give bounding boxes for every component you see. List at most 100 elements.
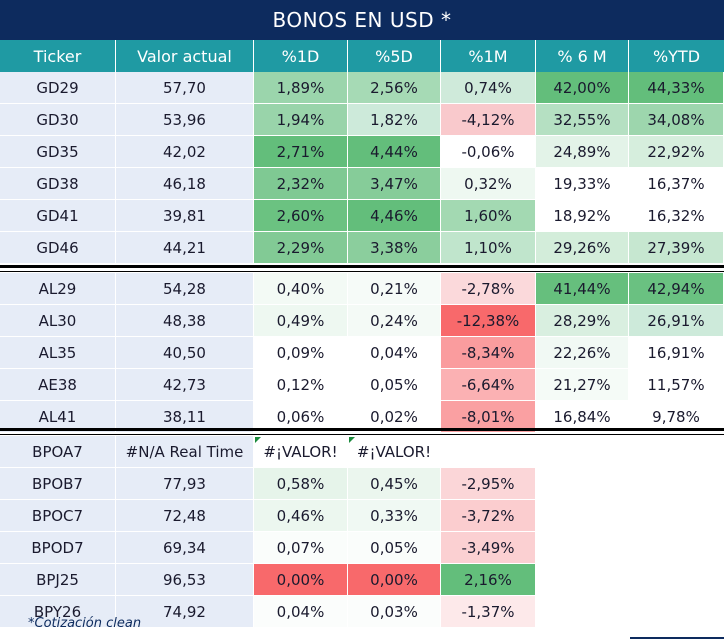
table-row: BPOC7 72,48 0,46% 0,33% -3,72% <box>0 500 724 532</box>
pct-1d-cell: 2,32% <box>254 168 348 200</box>
pct-5d-value: 0,02% <box>370 407 418 426</box>
table-row: AL29 54,28 0,40% 0,21% -2,78% 41,44% 42,94% <box>0 273 724 305</box>
header-row: Ticker Valor actual %1D %5D %1M % 6 M %Y… <box>0 40 724 72</box>
pct-6m-cell: 18,92% <box>536 200 629 232</box>
pct-6m-cell <box>536 500 629 532</box>
pct-5d-cell: 0,33% <box>348 500 441 532</box>
ticker-cell: BPOD7 <box>0 532 116 564</box>
pct-5d-value: 0,05% <box>370 375 418 394</box>
ticker-cell: BPOA7 <box>0 436 116 468</box>
pct-1m-value: 0,32% <box>464 174 512 193</box>
pct-6m-value: 28,29% <box>553 311 611 330</box>
pct-5d-cell: 3,47% <box>348 168 441 200</box>
table-title: BONOS EN USD * <box>0 0 724 40</box>
ticker-cell: GD35 <box>0 136 116 168</box>
pct-6m-value: 18,92% <box>553 206 611 225</box>
pct-ytd-value: 9,78% <box>652 407 700 426</box>
pct-ytd-value: 22,92% <box>647 142 705 161</box>
valor-actual-cell: 69,34 <box>116 532 254 564</box>
pct-5d-value: 0,05% <box>370 538 418 557</box>
pct-1m-cell: -6,64% <box>441 369 536 401</box>
pct-5d-value: 0,45% <box>370 474 418 493</box>
pct-5d-value: 1,82% <box>370 110 418 129</box>
pct-1m-value: -12,38% <box>456 311 520 330</box>
pct-6m-cell <box>536 436 629 468</box>
valor-actual-cell: 39,81 <box>116 200 254 232</box>
pct-5d-cell: 3,38% <box>348 232 441 264</box>
pct-1d-value: 0,06% <box>276 407 325 426</box>
pct-1m-cell: -3,72% <box>441 500 536 532</box>
header-5d: %5D <box>348 40 441 72</box>
pct-1m-value: -2,78% <box>461 279 515 298</box>
pct-5d-cell: 0,05% <box>348 532 441 564</box>
valor-actual-cell: 72,48 <box>116 500 254 532</box>
pct-1d-value: #¡VALOR! <box>263 442 338 461</box>
pct-1d-value: 0,40% <box>276 279 325 298</box>
pct-1m-cell: 1,60% <box>441 200 536 232</box>
table-row: BPJ25 96,53 0,00% 0,00% 2,16% <box>0 564 724 596</box>
pct-1d-value: 2,71% <box>276 142 325 161</box>
pct-6m-cell <box>536 564 629 596</box>
pct-5d-value: 0,00% <box>370 570 418 589</box>
group-rule <box>0 271 724 272</box>
valor-actual-cell: 38,11 <box>116 401 254 433</box>
pct-1m-cell: -8,01% <box>441 401 536 433</box>
pct-1d-cell: 0,00% <box>254 564 348 596</box>
pct-1m-cell: 0,74% <box>441 72 536 104</box>
pct-1d-value: 2,32% <box>276 174 325 193</box>
header-valor-actual: Valor actual <box>116 40 254 72</box>
pct-6m-cell: 32,55% <box>536 104 629 136</box>
pct-1m-value: 1,60% <box>464 206 512 225</box>
ticker-cell: BPOB7 <box>0 468 116 500</box>
pct-ytd-cell: 22,92% <box>629 136 724 168</box>
ticker-cell: AE38 <box>0 369 116 401</box>
pct-5d-cell: 1,82% <box>348 104 441 136</box>
pct-1m-cell: -2,78% <box>441 273 536 305</box>
table-row: GD46 44,21 2,29% 3,38% 1,10% 29,26% 27,39% <box>0 232 724 264</box>
table-row: GD30 53,96 1,94% 1,82% -4,12% 32,55% 34,08% <box>0 104 724 136</box>
table-row: BPY26 74,92 0,04% 0,03% -1,37% <box>0 596 724 628</box>
valor-actual-cell: 42,02 <box>116 136 254 168</box>
pct-ytd-cell <box>629 564 724 596</box>
table-row: AL35 40,50 0,09% 0,04% -8,34% 22,26% 16,91% <box>0 337 724 369</box>
pct-6m-cell: 28,29% <box>536 305 629 337</box>
pct-1d-value: 0,07% <box>276 538 325 557</box>
pct-5d-cell: 0,21% <box>348 273 441 305</box>
valor-actual-cell: 48,38 <box>116 305 254 337</box>
table-row: BPOB7 77,93 0,58% 0,45% -2,95% <box>0 468 724 500</box>
valor-actual-cell: 42,73 <box>116 369 254 401</box>
pct-ytd-cell: 9,78% <box>629 401 724 433</box>
pct-1m-cell: -8,34% <box>441 337 536 369</box>
pct-5d-value: 0,21% <box>370 279 418 298</box>
pct-1d-value: 0,09% <box>276 343 325 362</box>
pct-6m-value: 22,26% <box>553 343 611 362</box>
valor-actual-cell: 40,50 <box>116 337 254 369</box>
pct-ytd-value: 16,37% <box>647 174 705 193</box>
pct-5d-cell: 0,45% <box>348 468 441 500</box>
header-6m: % 6 M <box>536 40 629 72</box>
pct-1d-value: 2,29% <box>276 238 325 257</box>
pct-1m-value: -8,01% <box>461 407 515 426</box>
pct-1d-cell: 1,94% <box>254 104 348 136</box>
pct-1d-cell: 0,07% <box>254 532 348 564</box>
pct-ytd-value: 42,94% <box>647 279 705 298</box>
table-row: BPOD7 69,34 0,07% 0,05% -3,49% <box>0 532 724 564</box>
pct-ytd-value: 44,33% <box>647 78 705 97</box>
pct-1d-value: 0,46% <box>276 506 325 525</box>
pct-6m-value: 16,84% <box>553 407 611 426</box>
header-ticker: Ticker <box>0 40 116 72</box>
ticker-cell: GD38 <box>0 168 116 200</box>
table-row: GD35 42,02 2,71% 4,44% -0,06% 24,89% 22,92% <box>0 136 724 168</box>
pct-6m-cell: 41,44% <box>536 273 629 305</box>
pct-ytd-value: 16,32% <box>647 206 705 225</box>
pct-ytd-cell: 16,37% <box>629 168 724 200</box>
pct-ytd-cell: 44,33% <box>629 72 724 104</box>
table-row: GD38 46,18 2,32% 3,47% 0,32% 19,33% 16,37% <box>0 168 724 200</box>
ticker-cell: BPOC7 <box>0 500 116 532</box>
valor-actual-cell: 44,21 <box>116 232 254 264</box>
pct-1m-cell: -2,95% <box>441 468 536 500</box>
header-1d: %1D <box>254 40 348 72</box>
valor-actual-cell: #N/A Real Time <box>116 436 254 468</box>
pct-1m-cell: -3,49% <box>441 532 536 564</box>
valor-actual-cell: 74,92 <box>116 596 254 628</box>
